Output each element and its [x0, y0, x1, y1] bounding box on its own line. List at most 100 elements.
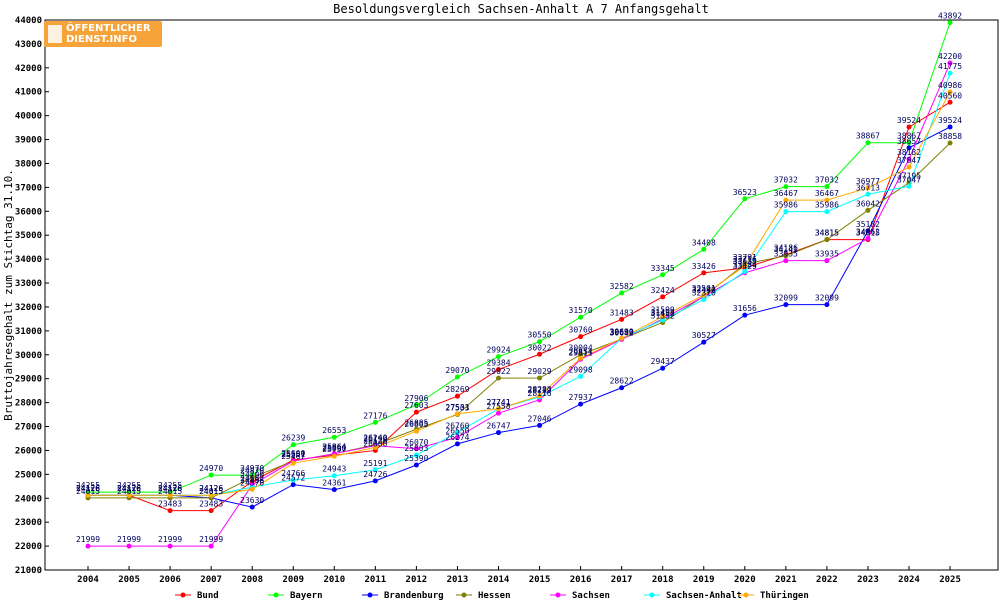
data-point	[413, 452, 419, 458]
data-label: 26000	[363, 439, 387, 448]
data-point	[413, 402, 419, 408]
plot-frame	[44, 19, 999, 571]
y-tick-label: 33000	[15, 279, 42, 289]
data-point	[126, 543, 132, 549]
y-tick-label: 26000	[15, 446, 42, 456]
data-label: 24126	[199, 484, 223, 493]
data-label: 23483	[199, 500, 223, 509]
x-tick-label: 2010	[323, 575, 345, 585]
data-label: 33791	[733, 253, 757, 262]
data-label: 32099	[774, 294, 798, 303]
data-point	[454, 393, 460, 399]
data-label: 36713	[856, 183, 880, 192]
data-label: 27937	[569, 393, 593, 402]
x-tick-label: 2021	[775, 575, 797, 585]
data-label: 25864	[322, 443, 346, 452]
data-point	[496, 375, 501, 381]
data-label: 24255	[117, 481, 141, 490]
data-label: 36467	[774, 189, 798, 198]
data-point	[701, 270, 707, 276]
data-label: 31498	[651, 308, 675, 317]
data-label: 28622	[610, 377, 634, 386]
data-label: 24126	[158, 484, 182, 493]
data-point	[701, 292, 707, 298]
data-point	[578, 334, 584, 340]
data-labels: 24255 24255 24255 24970 24970 26239 26553 27176…	[76, 12, 962, 491]
x-tick-label: 2015	[529, 575, 551, 585]
data-point	[619, 335, 625, 341]
y-tick-label: 21000	[15, 566, 42, 576]
y-tick-label: 34000	[15, 255, 42, 265]
data-label: 24126	[117, 484, 141, 493]
data-label: 25757	[322, 445, 346, 454]
series-sachsen-anhalt	[85, 70, 953, 498]
data-point	[947, 99, 953, 105]
data-label: 26240	[363, 434, 387, 443]
data-label: 26747	[486, 422, 510, 431]
data-point	[496, 430, 501, 436]
series-line	[88, 126, 951, 508]
legend-swatch-marker	[367, 592, 373, 598]
data-label: 30690	[610, 327, 634, 336]
data-label: 26805	[404, 420, 428, 429]
data-point	[372, 467, 378, 473]
x-tick-label: 2013	[447, 575, 469, 585]
data-label: 24015	[199, 487, 223, 496]
data-label: 29022	[486, 367, 510, 376]
data-label: 33426	[692, 262, 716, 271]
chart-title: Besoldungsvergleich Sachsen-Anhalt A 7 A…	[333, 2, 709, 16]
data-label: 27741	[486, 398, 510, 407]
data-label: 38657	[897, 137, 921, 146]
logo-mark-icon	[48, 25, 62, 43]
data-point	[701, 246, 707, 252]
data-label: 36042	[856, 199, 880, 208]
data-label: 24572	[281, 474, 305, 483]
data-label: 23630	[240, 496, 264, 505]
data-point	[537, 393, 543, 399]
data-label: 34815	[815, 229, 839, 238]
y-tick-label: 37000	[15, 183, 42, 193]
data-point	[865, 207, 871, 213]
data-label: 24255	[76, 481, 100, 490]
x-tick-label: 2020	[734, 575, 756, 585]
data-labels: 21999 21999 21999 21999 24562 25557 25864 26199…	[76, 52, 962, 544]
data-point	[413, 462, 419, 468]
data-label: 24870	[240, 466, 264, 475]
data-point	[372, 478, 378, 484]
data-point	[947, 20, 953, 26]
data-point	[85, 543, 91, 549]
data-label: 24255	[158, 481, 182, 490]
data-label: 26274	[445, 433, 469, 442]
data-label: 43892	[938, 12, 962, 21]
data-label: 25551	[281, 450, 305, 459]
data-point	[249, 474, 255, 480]
x-tick-label: 2007	[200, 575, 222, 585]
y-tick-label: 44000	[15, 16, 42, 26]
data-label: 33429	[733, 262, 757, 271]
data-point	[824, 197, 830, 203]
x-tick-label: 2024	[898, 575, 920, 585]
data-label: 27046	[528, 414, 552, 423]
data-point	[290, 442, 296, 448]
data-point	[824, 237, 830, 243]
data-label: 25803	[404, 444, 428, 453]
x-tick-label: 2009	[282, 575, 304, 585]
data-label: 30642	[610, 328, 634, 337]
data-label: 24126	[158, 484, 182, 493]
data-point	[742, 312, 748, 318]
legend-swatch-marker	[555, 592, 561, 598]
data-point	[454, 429, 460, 435]
data-point	[906, 156, 912, 162]
data-point	[947, 89, 953, 95]
data-point	[742, 263, 748, 269]
data-point	[701, 297, 707, 303]
data-label: 24126	[117, 484, 141, 493]
data-point	[660, 365, 666, 371]
series-line	[88, 73, 951, 496]
x-axis-ticks: 2004 2005 2006 2007 2008 2009 2010 2011 2012 2013…	[77, 566, 961, 585]
data-label: 33635	[733, 257, 757, 266]
legend-entry: Hessen	[478, 591, 511, 600]
data-label: 24015	[76, 487, 100, 496]
data-label: 30527	[692, 331, 716, 340]
y-tick-label: 27000	[15, 423, 42, 433]
